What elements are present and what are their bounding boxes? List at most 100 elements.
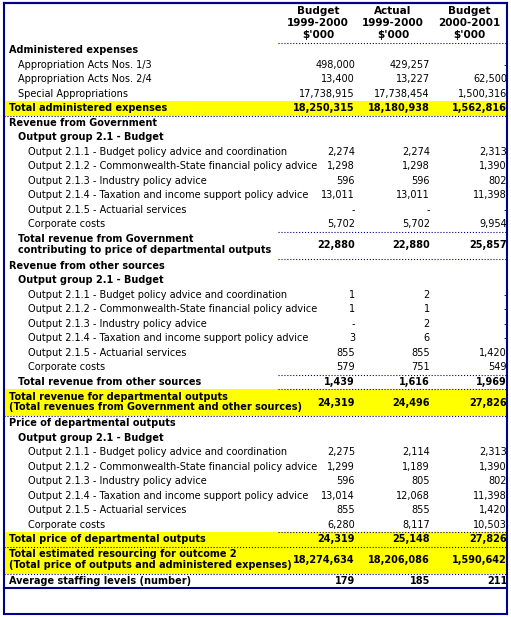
Text: Output 2.1.2 - Commonwealth-State financial policy advice: Output 2.1.2 - Commonwealth-State financ… bbox=[28, 161, 317, 172]
Text: 27,826: 27,826 bbox=[470, 397, 507, 407]
Text: Output 2.1.4 - Taxation and income support policy advice: Output 2.1.4 - Taxation and income suppo… bbox=[28, 491, 308, 501]
Text: Corporate costs: Corporate costs bbox=[28, 219, 105, 230]
Text: -: - bbox=[352, 319, 355, 329]
Text: 802: 802 bbox=[489, 176, 507, 186]
Text: 1,439: 1,439 bbox=[324, 377, 355, 387]
Text: 13,014: 13,014 bbox=[321, 491, 355, 501]
Text: 2: 2 bbox=[424, 319, 430, 329]
Text: 1,616: 1,616 bbox=[399, 377, 430, 387]
Text: 1: 1 bbox=[349, 304, 355, 314]
Bar bbox=[4, 532, 507, 547]
Text: Output 2.1.4 - Taxation and income support policy advice: Output 2.1.4 - Taxation and income suppo… bbox=[28, 333, 308, 343]
Text: 1: 1 bbox=[349, 290, 355, 300]
Text: 18,250,315: 18,250,315 bbox=[293, 103, 355, 114]
Text: 596: 596 bbox=[337, 176, 355, 186]
Text: Total revenue for departmental outputs: Total revenue for departmental outputs bbox=[9, 392, 228, 402]
Text: 62,500: 62,500 bbox=[473, 74, 507, 85]
Text: 3: 3 bbox=[349, 333, 355, 343]
Text: 1,420: 1,420 bbox=[479, 505, 507, 515]
Text: Total revenue from Government: Total revenue from Government bbox=[18, 234, 194, 244]
Text: Output group 2.1 - Budget: Output group 2.1 - Budget bbox=[18, 132, 164, 143]
Text: -: - bbox=[352, 205, 355, 215]
Text: Output 2.1.1 - Budget policy advice and coordination: Output 2.1.1 - Budget policy advice and … bbox=[28, 147, 287, 157]
Text: 13,011: 13,011 bbox=[396, 190, 430, 201]
Text: Price of departmental outputs: Price of departmental outputs bbox=[9, 418, 176, 428]
Text: Corporate costs: Corporate costs bbox=[28, 362, 105, 372]
Text: -: - bbox=[503, 60, 507, 70]
Text: Output 2.1.1 - Budget policy advice and coordination: Output 2.1.1 - Budget policy advice and … bbox=[28, 290, 287, 300]
Text: 27,826: 27,826 bbox=[470, 534, 507, 544]
Text: 24,319: 24,319 bbox=[317, 397, 355, 407]
Text: 1,390: 1,390 bbox=[479, 462, 507, 472]
Text: -: - bbox=[427, 205, 430, 215]
Text: Output group 2.1 - Budget: Output group 2.1 - Budget bbox=[18, 433, 164, 443]
Bar bbox=[4, 3, 507, 43]
Text: 2,274: 2,274 bbox=[327, 147, 355, 157]
Text: 2: 2 bbox=[424, 290, 430, 300]
Text: Total estimated resourcing for outcome 2: Total estimated resourcing for outcome 2 bbox=[9, 549, 237, 559]
Text: 855: 855 bbox=[411, 505, 430, 515]
Text: 1,420: 1,420 bbox=[479, 348, 507, 358]
Text: Output 2.1.5 - Actuarial services: Output 2.1.5 - Actuarial services bbox=[28, 348, 187, 358]
Text: 18,206,086: 18,206,086 bbox=[368, 555, 430, 565]
Text: 1,969: 1,969 bbox=[476, 377, 507, 387]
Text: 498,000: 498,000 bbox=[315, 60, 355, 70]
Text: 17,738,454: 17,738,454 bbox=[375, 89, 430, 99]
Text: 802: 802 bbox=[489, 476, 507, 486]
Text: Appropriation Acts Nos. 1/3: Appropriation Acts Nos. 1/3 bbox=[18, 60, 152, 70]
Text: 24,319: 24,319 bbox=[317, 534, 355, 544]
Text: 1,562,816: 1,562,816 bbox=[452, 103, 507, 114]
Text: 11,398: 11,398 bbox=[473, 190, 507, 201]
Text: 5,702: 5,702 bbox=[327, 219, 355, 230]
Text: Corporate costs: Corporate costs bbox=[28, 520, 105, 530]
Text: Budget
2000-2001
$'000: Budget 2000-2001 $'000 bbox=[438, 6, 500, 39]
Text: 2,275: 2,275 bbox=[327, 447, 355, 457]
Text: 24,496: 24,496 bbox=[392, 397, 430, 407]
Text: 12,068: 12,068 bbox=[396, 491, 430, 501]
Text: 1,298: 1,298 bbox=[402, 161, 430, 172]
Text: Output 2.1.5 - Actuarial services: Output 2.1.5 - Actuarial services bbox=[28, 505, 187, 515]
Text: Total revenue from other sources: Total revenue from other sources bbox=[18, 377, 201, 387]
Text: Output 2.1.3 - Industry policy advice: Output 2.1.3 - Industry policy advice bbox=[28, 476, 207, 486]
Text: 596: 596 bbox=[337, 476, 355, 486]
Text: Output 2.1.3 - Industry policy advice: Output 2.1.3 - Industry policy advice bbox=[28, 176, 207, 186]
Text: Appropriation Acts Nos. 2/4: Appropriation Acts Nos. 2/4 bbox=[18, 74, 152, 85]
Text: 1,299: 1,299 bbox=[327, 462, 355, 472]
Text: 751: 751 bbox=[411, 362, 430, 372]
Text: 1,500,316: 1,500,316 bbox=[458, 89, 507, 99]
Text: 1: 1 bbox=[424, 304, 430, 314]
Text: 2,114: 2,114 bbox=[402, 447, 430, 457]
Bar bbox=[4, 101, 507, 115]
Text: Output 2.1.3 - Industry policy advice: Output 2.1.3 - Industry policy advice bbox=[28, 319, 207, 329]
Text: Revenue from other sources: Revenue from other sources bbox=[9, 261, 165, 271]
Text: 25,148: 25,148 bbox=[392, 534, 430, 544]
Text: Output 2.1.1 - Budget policy advice and coordination: Output 2.1.1 - Budget policy advice and … bbox=[28, 447, 287, 457]
Bar bbox=[4, 547, 507, 573]
Text: 855: 855 bbox=[411, 348, 430, 358]
Text: 22,880: 22,880 bbox=[317, 240, 355, 250]
Text: 1,590,642: 1,590,642 bbox=[452, 555, 507, 565]
Text: Budget
1999-2000
$'000: Budget 1999-2000 $'000 bbox=[287, 6, 349, 39]
Text: contributing to price of departmental outputs: contributing to price of departmental ou… bbox=[18, 245, 271, 255]
Text: 1,390: 1,390 bbox=[479, 161, 507, 172]
Text: Administered expenses: Administered expenses bbox=[9, 45, 138, 56]
Text: 855: 855 bbox=[336, 348, 355, 358]
Text: -: - bbox=[503, 319, 507, 329]
Text: 6: 6 bbox=[424, 333, 430, 343]
Text: (Total revenues from Government and other sources): (Total revenues from Government and othe… bbox=[9, 402, 302, 412]
Text: 2,313: 2,313 bbox=[479, 147, 507, 157]
Text: Average staffing levels (number): Average staffing levels (number) bbox=[9, 576, 191, 586]
Text: 25,857: 25,857 bbox=[470, 240, 507, 250]
Text: Revenue from Government: Revenue from Government bbox=[9, 118, 157, 128]
Text: 13,227: 13,227 bbox=[396, 74, 430, 85]
Text: Output 2.1.5 - Actuarial services: Output 2.1.5 - Actuarial services bbox=[28, 205, 187, 215]
Text: Total administered expenses: Total administered expenses bbox=[9, 103, 167, 114]
Text: 596: 596 bbox=[411, 176, 430, 186]
Text: 13,011: 13,011 bbox=[321, 190, 355, 201]
Text: 2,313: 2,313 bbox=[479, 447, 507, 457]
Text: 211: 211 bbox=[487, 576, 507, 586]
Text: 18,274,634: 18,274,634 bbox=[293, 555, 355, 565]
Text: 855: 855 bbox=[336, 505, 355, 515]
Text: 1,298: 1,298 bbox=[327, 161, 355, 172]
Text: 8,117: 8,117 bbox=[402, 520, 430, 530]
